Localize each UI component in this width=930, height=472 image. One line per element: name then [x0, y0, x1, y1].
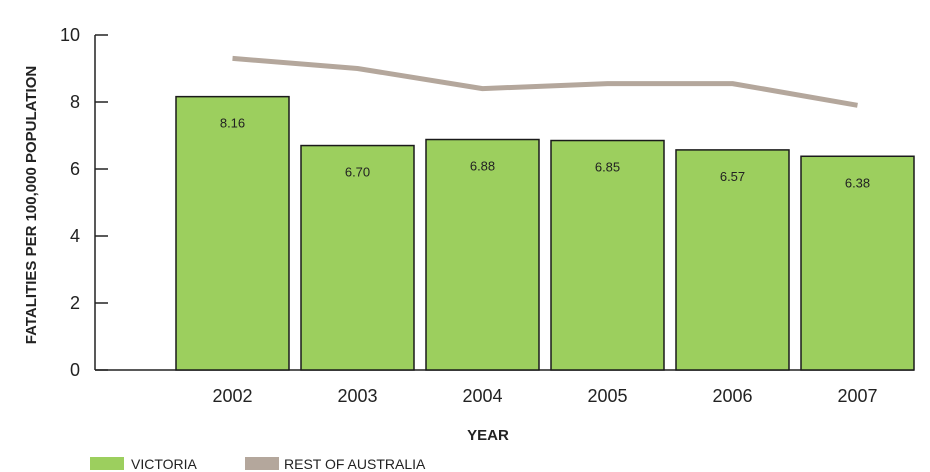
bar-victoria-2006: [675, 149, 790, 371]
bar-victoria-2005: [550, 139, 665, 371]
line-layer: [232, 55, 858, 108]
y-tick-label: 4: [70, 226, 80, 246]
bars-layer: [175, 95, 915, 371]
y-axis-title: FATALITIES PER 100,000 POPULATION: [23, 66, 40, 344]
y-tick-label: 0: [70, 360, 80, 380]
bar-victoria-2002: [175, 95, 290, 371]
x-tick-label-2005: 2005: [587, 386, 627, 406]
data-label-2005: 6.85: [595, 160, 620, 175]
legend: VICTORIA REST OF AUSTRALIA: [90, 456, 426, 472]
x-tick-label-2004: 2004: [462, 386, 502, 406]
y-tick-label: 8: [70, 92, 80, 112]
legend-swatch-victoria: [90, 457, 124, 470]
data-label-2004: 6.88: [470, 159, 495, 174]
y-tick-label: 10: [60, 25, 80, 45]
legend-swatch-rest-of-australia: [245, 457, 279, 470]
bar-victoria-2003: [300, 144, 415, 371]
y-tick-label: 6: [70, 159, 80, 179]
x-tick-label-2003: 2003: [337, 386, 377, 406]
x-axis-title: YEAR: [467, 427, 509, 444]
line-rest-of-australia: [232, 55, 858, 108]
y-tick-label: 2: [70, 293, 80, 313]
data-label-2006: 6.57: [720, 169, 745, 184]
labels-layer: 8.16 2002 6.70 2003 6.88 2004 6.85 2005 6.57 2006…: [212, 116, 877, 406]
legend-label-victoria: VICTORIA: [131, 456, 198, 472]
data-label-2002: 8.16: [220, 116, 245, 131]
x-tick-label-2006: 2006: [712, 386, 752, 406]
data-label-2003: 6.70: [345, 165, 370, 180]
x-tick-label-2002: 2002: [212, 386, 252, 406]
x-tick-label-2007: 2007: [837, 386, 877, 406]
data-label-2007: 6.38: [845, 175, 870, 190]
legend-label-rest-of-australia: REST OF AUSTRALIA: [284, 456, 426, 472]
bar-victoria-2004: [425, 138, 540, 371]
bar-victoria-2007: [800, 155, 915, 371]
